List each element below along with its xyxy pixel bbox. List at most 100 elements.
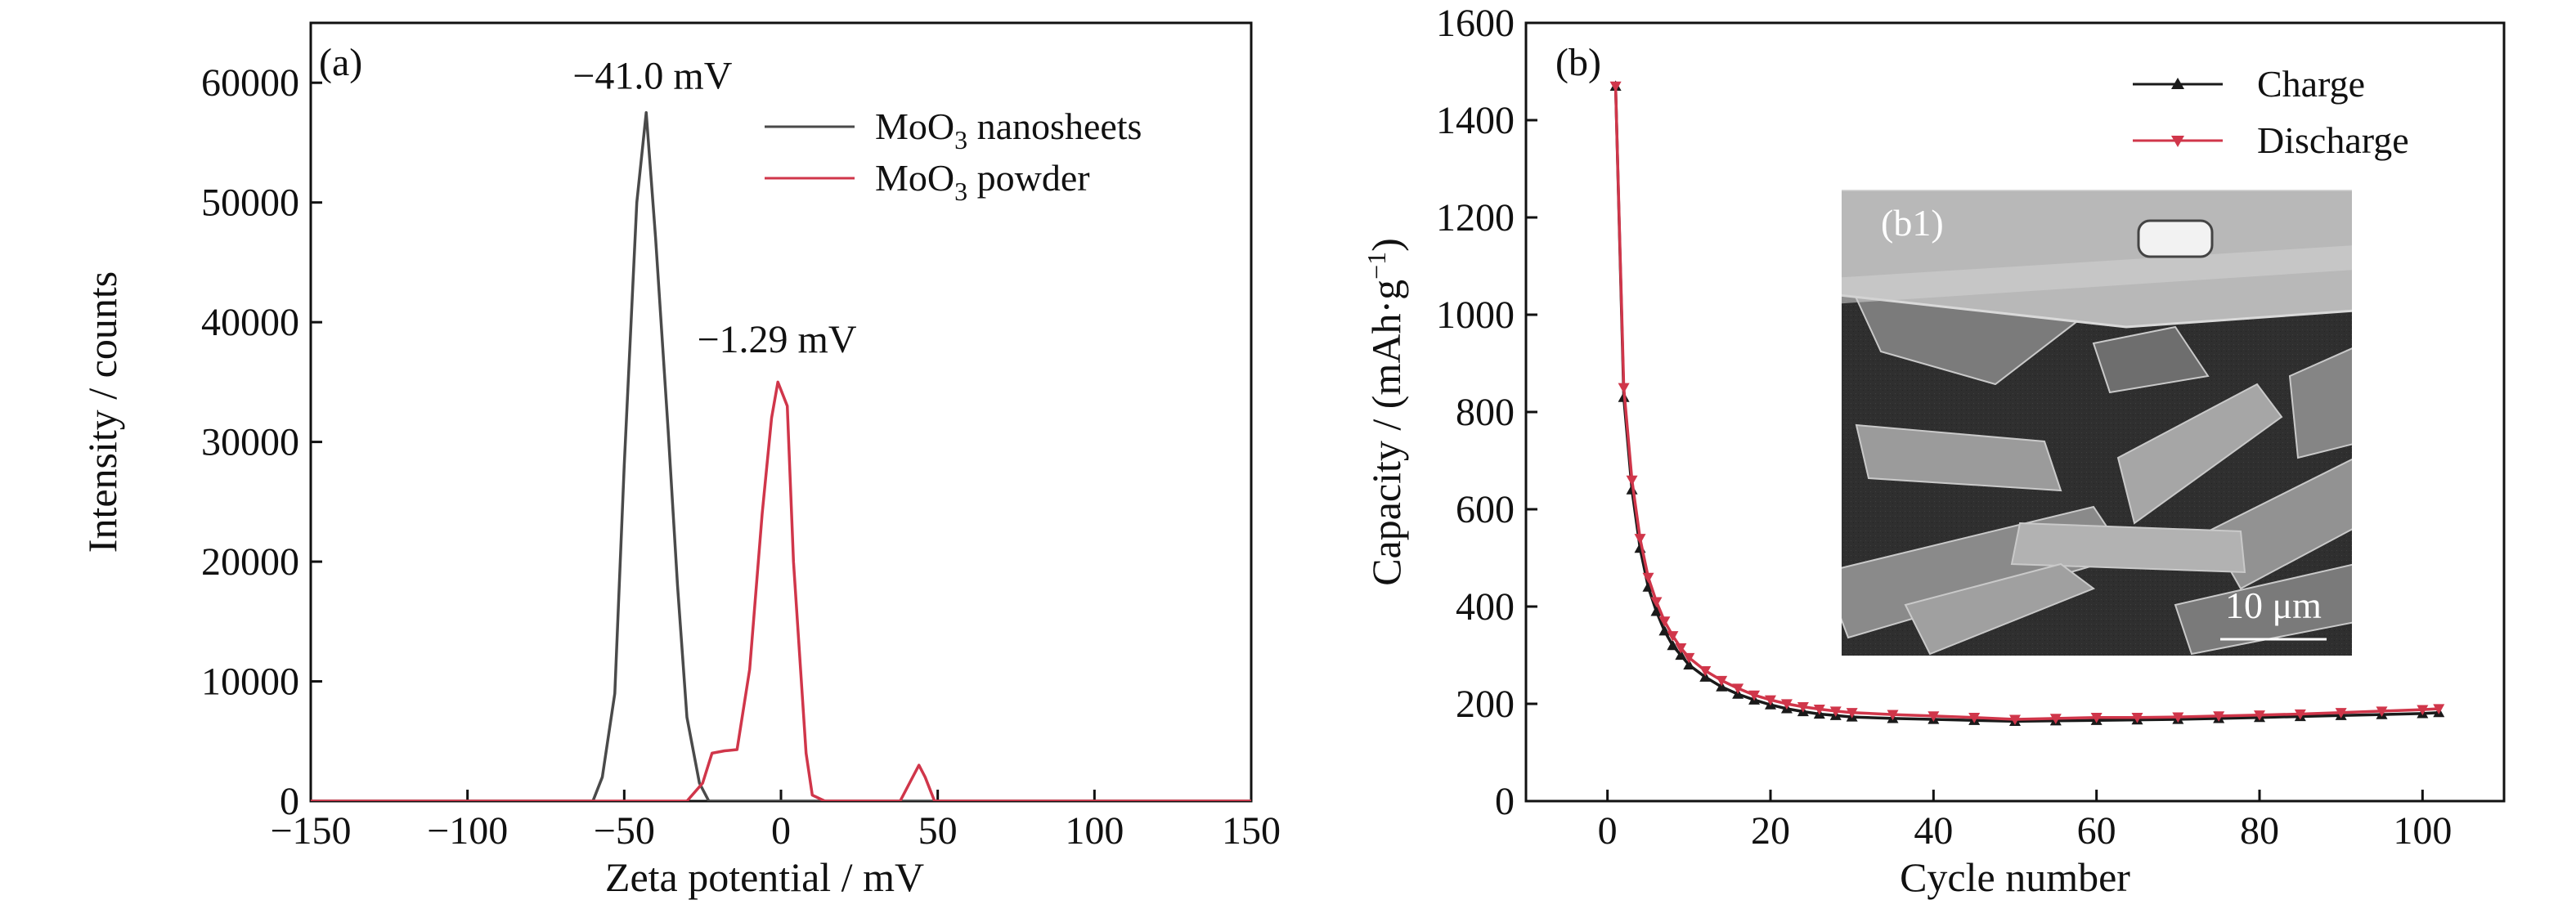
panel-b-point-discharge (2213, 711, 2225, 722)
inset-label: (b1) (1881, 202, 1944, 244)
panel-b-point-discharge (2417, 705, 2429, 716)
panel-a-x-tick-label: 100 (1065, 809, 1124, 853)
panel-b-point-discharge (1650, 597, 1663, 608)
panel-b-point-discharge (1658, 616, 1671, 627)
panel-b-y-tick-label: 200 (1456, 683, 1515, 726)
panel-b-point-discharge (2009, 714, 2021, 726)
panel-b-point-discharge (1699, 665, 1712, 677)
panel-b-point-charge (1658, 625, 1671, 636)
panel-b-point-discharge (1813, 704, 1825, 715)
panel-b-x-tick-label: 100 (2393, 809, 2452, 853)
panel-b-y-tick-label: 800 (1456, 391, 1515, 434)
panel-a-x-axis-label: Zeta potential / mV (605, 854, 924, 900)
panel-a-series-line-moo3-powder (311, 380, 1251, 801)
legend-label-powder: MoO3 powder (875, 157, 1090, 206)
panel-a-x-tick-label: 150 (1222, 809, 1281, 853)
panel-b-x-tick-label: 40 (1914, 809, 1953, 853)
panel-b-point-discharge (2433, 704, 2445, 714)
panel-b-point-discharge (1887, 710, 1899, 721)
panel-b-point-charge (1650, 605, 1663, 616)
panel-b-y-tick-label: 1200 (1436, 196, 1515, 240)
legend-label-discharge: Discharge (2257, 119, 2409, 161)
panel-b-point-discharge (1634, 534, 1646, 544)
panel-b-point-discharge (1780, 699, 1793, 710)
panel-a-x-tick-label: 0 (771, 809, 791, 853)
panel-b-point-discharge (1675, 643, 1687, 654)
panel-b-point-discharge (1618, 383, 1630, 394)
panel-b-point-charge (1716, 681, 1728, 692)
legend-marker-charge (2171, 78, 2184, 89)
panel-b-point-discharge (2172, 712, 2184, 723)
panel-b-point-discharge (1748, 690, 1761, 701)
legend-marker-discharge (2171, 136, 2184, 147)
panel-a-y-tick-label: 60000 (201, 61, 299, 105)
panel-b-y-tick-label: 1000 (1436, 293, 1515, 337)
panel-b-point-charge (1675, 649, 1687, 660)
panel-b-x-tick-label: 60 (2077, 809, 2116, 853)
panel-b-point-discharge (2090, 713, 2103, 723)
panel-b-label: (b) (1555, 41, 1601, 84)
panel-a-series (311, 111, 1251, 801)
panel-b-point-charge (1683, 659, 1695, 669)
sem-inset-image: (b1) 10 μm (1842, 190, 2352, 656)
scale-bar-label: 10 μm (2225, 584, 2322, 626)
panel-b-x-tick-label: 0 (1598, 809, 1618, 853)
panel-b-point-discharge (2376, 706, 2388, 717)
panel-b-y-tick-label: 600 (1456, 488, 1515, 531)
panel-a-peak-annotation: −1.29 mV (697, 318, 856, 361)
panel-b-x-tick-label: 80 (2240, 809, 2279, 853)
panel-b-point-discharge (2335, 708, 2347, 719)
panel-b-point-discharge (1626, 475, 1638, 486)
legend-label-nanosheets: MoO3 nanosheets (875, 105, 1142, 154)
panel-a-y-tick-label: 20000 (201, 540, 299, 584)
panel-b-y-tick-label: 1400 (1436, 99, 1515, 142)
panel-b-y-tick-label: 1600 (1436, 2, 1515, 45)
panel-b: (b) 0 20 40 60 80 100020040060080010001200140… (1362, 2, 2506, 900)
panel-a-annotations: −41.0 mV −1.29 mV (572, 55, 857, 361)
panel-b-ticks: 0 20 40 60 80 1000200400600800100012001400160… (1436, 2, 2452, 853)
panel-b-point-discharge (2131, 713, 2143, 723)
panel-a-y-tick-label: 30000 (201, 421, 299, 464)
panel-a-y-tick-label: 40000 (201, 301, 299, 344)
panel-b-point-discharge (1846, 708, 1858, 719)
panel-a-label: (a) (319, 41, 362, 84)
panel-b-point-charge (1699, 671, 1712, 682)
panel-a-y-tick-label: 0 (280, 780, 299, 823)
panel-b-point-discharge (1609, 81, 1622, 92)
panel-a-legend: MoO3 nanosheets MoO3 powder (765, 105, 1142, 206)
panel-b-point-discharge (1928, 711, 1940, 722)
panel-b-point-discharge (1667, 631, 1679, 642)
panel-b-point-discharge (2294, 709, 2306, 720)
panel-a: (a) −150 −100 −50 0 50 100 150 0 10000 20000 30000… (79, 21, 1281, 900)
panel-a-y-tick-label: 10000 (201, 660, 299, 704)
panel-a-x-tick-label: −50 (594, 809, 655, 853)
panel-a-series-line-moo3-nanosheets (311, 111, 1251, 801)
panel-b-point-discharge (1797, 701, 1809, 713)
panel-a-x-tick-label: −100 (427, 809, 508, 853)
panel-a-peak-annotation: −41.0 mV (572, 55, 732, 98)
panel-b-point-discharge (2254, 710, 2265, 721)
panel-b-point-charge (1667, 639, 1679, 651)
panel-b-series (1609, 80, 2445, 727)
panel-b-y-tick-label: 400 (1456, 585, 1515, 629)
panel-a-ticks: −150 −100 −50 0 50 100 150 0 10000 20000 30000 4000… (201, 61, 1281, 853)
panel-b-x-tick-label: 20 (1751, 809, 1790, 853)
panel-b-point-discharge (1765, 695, 1776, 706)
panel-a-x-tick-label: 50 (918, 809, 958, 853)
panel-b-point-discharge (1642, 572, 1654, 584)
panel-b-y-axis-label: Capacity / (mAh·g−1) (1362, 238, 1409, 586)
legend-label-charge: Charge (2257, 63, 2365, 105)
panel-b-x-axis-label: Cycle number (1900, 854, 2130, 900)
panel-b-point-discharge (1829, 706, 1842, 717)
panel-b-point-discharge (1683, 652, 1695, 664)
panel-a-y-axis-label: Intensity / counts (79, 271, 125, 553)
panel-b-y-tick-label: 0 (1495, 780, 1515, 823)
panel-b-point-discharge (2049, 714, 2062, 724)
panel-b-point-discharge (1716, 675, 1728, 687)
panel-b-point-discharge (1968, 713, 1981, 723)
panel-a-y-tick-label: 50000 (201, 181, 299, 225)
panel-b-legend: Charge Discharge (2133, 63, 2409, 161)
panel-b-point-discharge (1732, 683, 1744, 694)
panel-a-x-tick-label: −150 (270, 809, 351, 853)
